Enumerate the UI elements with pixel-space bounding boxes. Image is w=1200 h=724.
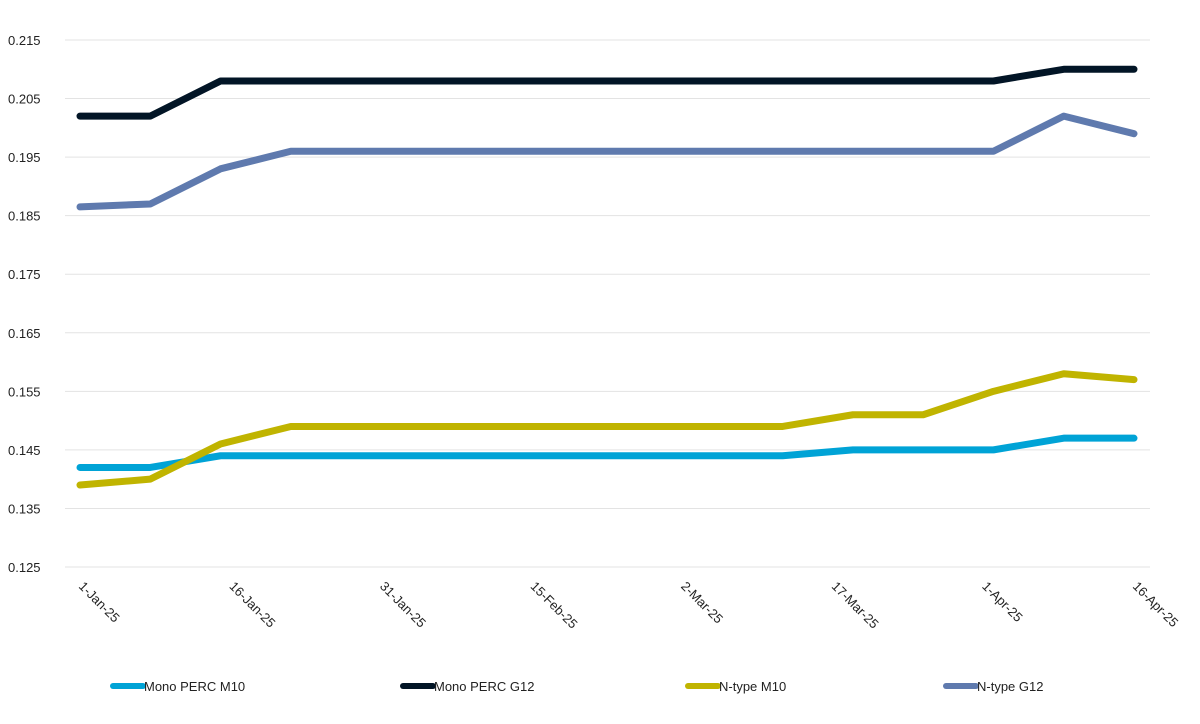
legend-label: N-type M10 <box>719 679 786 694</box>
x-tick-label: 1-Apr-25 <box>979 579 1025 625</box>
legend-item: N-type G12 <box>943 679 1043 694</box>
series-line-n-type-g12 <box>76 112 1138 211</box>
x-tick-label: 1-Jan-25 <box>76 579 123 626</box>
x-tick-label: 2-Mar-25 <box>678 579 726 627</box>
y-tick-label: 0.205 <box>8 92 41 107</box>
legend-item: Mono PERC M10 <box>110 679 245 694</box>
series-lines <box>76 65 1138 489</box>
y-axis-ticks: 0.125 0.135 0.145 0.155 0.165 0.175 0.185 0.195… <box>8 33 41 575</box>
x-tick-label: 16-Apr-25 <box>1130 579 1181 630</box>
legend-item: N-type M10 <box>685 679 786 694</box>
gridlines <box>65 39 1150 568</box>
x-tick-label: 16-Jan-25 <box>226 579 278 631</box>
y-tick-label: 0.185 <box>8 209 41 224</box>
y-tick-label: 0.165 <box>8 326 41 341</box>
legend-label: Mono PERC M10 <box>144 679 245 694</box>
legend-label: N-type G12 <box>977 679 1043 694</box>
y-tick-label: 0.135 <box>8 501 41 516</box>
x-tick-label: 31-Jan-25 <box>377 579 429 631</box>
y-tick-label: 0.145 <box>8 443 41 458</box>
y-tick-label: 0.215 <box>8 33 41 48</box>
legend-label: Mono PERC G12 <box>434 679 534 694</box>
legend: Mono PERC M10 Mono PERC G12 N-type M10 N-ty… <box>110 679 1043 694</box>
y-tick-label: 0.125 <box>8 560 41 575</box>
y-tick-label: 0.155 <box>8 384 41 399</box>
series-line-mono-perc-m10 <box>76 434 1138 471</box>
series-line-n-type-m10 <box>76 370 1138 489</box>
series-line-mono-perc-g12 <box>76 65 1138 120</box>
legend-item: Mono PERC G12 <box>400 679 534 694</box>
y-tick-label: 0.175 <box>8 267 41 282</box>
y-tick-label: 0.195 <box>8 150 41 165</box>
x-axis-ticks: 1-Jan-25 16-Jan-25 31-Jan-25 15-Feb-25 2-Mar… <box>76 579 1181 632</box>
x-tick-label: 17-Mar-25 <box>829 579 882 632</box>
x-tick-label: 15-Feb-25 <box>528 579 581 632</box>
